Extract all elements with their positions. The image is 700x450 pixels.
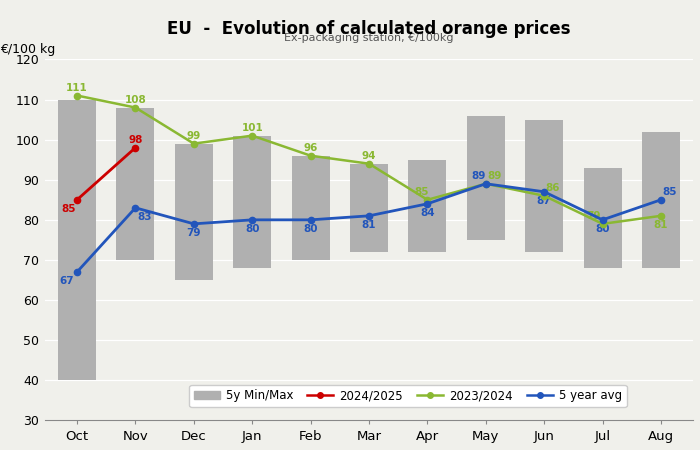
Text: 67: 67 bbox=[60, 276, 74, 286]
Text: 96: 96 bbox=[303, 143, 318, 153]
Text: 79: 79 bbox=[187, 228, 201, 238]
Text: 83: 83 bbox=[137, 212, 151, 222]
Text: 80: 80 bbox=[245, 224, 260, 234]
Text: 101: 101 bbox=[241, 123, 263, 133]
Text: 86: 86 bbox=[546, 183, 560, 193]
Text: 81: 81 bbox=[362, 220, 376, 230]
Text: 89: 89 bbox=[487, 171, 502, 181]
Bar bbox=[525, 120, 563, 252]
Bar bbox=[175, 144, 213, 280]
Text: 85: 85 bbox=[414, 187, 429, 197]
Text: 94: 94 bbox=[362, 151, 376, 161]
Bar bbox=[408, 160, 447, 252]
Title: EU  -  Evolution of calculated orange prices: EU - Evolution of calculated orange pric… bbox=[167, 20, 570, 38]
Text: 87: 87 bbox=[537, 196, 552, 206]
Text: €/100 kg: €/100 kg bbox=[0, 43, 55, 56]
Bar bbox=[642, 131, 680, 268]
Text: 99: 99 bbox=[187, 131, 201, 141]
Text: 80: 80 bbox=[303, 224, 318, 234]
Text: Ex-packaging station, €/100kg: Ex-packaging station, €/100kg bbox=[284, 33, 454, 43]
Bar bbox=[292, 156, 330, 260]
Legend: 5y Min/Max, 2024/2025, 2023/2024, 5 year avg: 5y Min/Max, 2024/2025, 2023/2024, 5 year… bbox=[189, 385, 626, 407]
Bar bbox=[233, 135, 271, 268]
Text: 85: 85 bbox=[662, 187, 677, 197]
Bar bbox=[116, 108, 155, 260]
Text: 98: 98 bbox=[128, 135, 143, 145]
Bar bbox=[350, 164, 388, 252]
Text: 108: 108 bbox=[125, 95, 146, 105]
Bar bbox=[467, 116, 505, 240]
Text: 84: 84 bbox=[420, 208, 435, 218]
Text: 80: 80 bbox=[595, 224, 610, 234]
Bar bbox=[584, 168, 622, 268]
Bar bbox=[58, 99, 96, 380]
Text: 81: 81 bbox=[654, 220, 668, 230]
Text: 85: 85 bbox=[61, 204, 76, 214]
Text: 79: 79 bbox=[587, 211, 601, 221]
Text: 89: 89 bbox=[472, 171, 486, 181]
Text: 111: 111 bbox=[66, 83, 88, 93]
